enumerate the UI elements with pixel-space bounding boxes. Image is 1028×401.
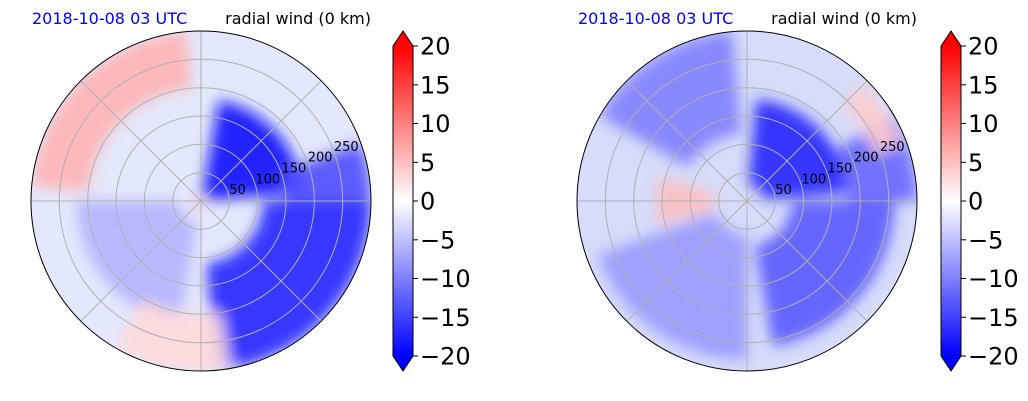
colorbar-tick-label: −10 bbox=[420, 265, 471, 293]
field-region bbox=[754, 201, 895, 347]
angle-gridline bbox=[746, 80, 868, 202]
panel-2-plot-area bbox=[577, 31, 917, 371]
radius-tick-label: 200 bbox=[854, 151, 879, 166]
radius-tick-label: 150 bbox=[282, 162, 307, 177]
radius-tick-label: 250 bbox=[880, 140, 905, 155]
panel-1-colorbar-gradient bbox=[393, 46, 413, 356]
angle-gridline bbox=[80, 80, 202, 202]
field-region bbox=[202, 100, 303, 201]
angle-gridline bbox=[626, 80, 748, 202]
panel-1-polar-frame bbox=[30, 30, 372, 372]
panel-2-title-date: 2018-10-08 03 UTC bbox=[578, 9, 733, 28]
panel-1-colorbar-ticks: 20 15 10 5 0 −5 −10 −15 −20 bbox=[413, 33, 471, 371]
panel-2-colorbar-gradient bbox=[941, 46, 961, 356]
colorbar-tick-label: 5 bbox=[968, 149, 983, 177]
panel-1-grid bbox=[31, 31, 371, 371]
colorbar-tick-label: 15 bbox=[968, 71, 999, 99]
field-region bbox=[843, 84, 902, 155]
colorbar-tick-label: 5 bbox=[420, 149, 435, 177]
colorbar-tick-label: −10 bbox=[968, 265, 1019, 293]
colorbar-tick-label: −20 bbox=[968, 343, 1019, 371]
panel-1-colorbar: 20 15 10 5 0 −5 −10 −15 −20 bbox=[392, 30, 471, 372]
radius-tick-label: 250 bbox=[334, 140, 359, 155]
colorbar-tick-label: 10 bbox=[968, 110, 999, 138]
angle-gridline bbox=[746, 200, 868, 322]
panel-1-colorbar-max-arrow bbox=[393, 31, 413, 46]
panel-2-colorbar: 20 15 10 5 0 −5 −10 −15 −20 bbox=[940, 30, 1019, 372]
angle-gridline bbox=[200, 80, 322, 202]
radius-tick-label: 100 bbox=[801, 172, 826, 187]
angle-gridline bbox=[200, 200, 322, 322]
colorbar-tick-label: −5 bbox=[420, 226, 455, 254]
panel-2-colorbar-max-arrow bbox=[941, 31, 961, 46]
panel-2-grid bbox=[577, 31, 917, 371]
colorbar-tick-label: −15 bbox=[420, 304, 471, 332]
panel-1-title-date: 2018-10-08 03 UTC bbox=[32, 9, 187, 28]
radius-tick-label: 50 bbox=[229, 183, 246, 198]
angle-gridline bbox=[626, 200, 748, 322]
panel-2-polar-frame bbox=[576, 30, 918, 372]
colorbar-tick-label: 20 bbox=[968, 33, 999, 61]
colorbar-tick-label: 0 bbox=[968, 188, 983, 216]
panel-2-colorbar-ticks: 20 15 10 5 0 −5 −10 −15 −20 bbox=[961, 33, 1019, 371]
field-region bbox=[206, 201, 371, 371]
colorbar-tick-label: −5 bbox=[968, 226, 1003, 254]
colorbar-tick-label: 20 bbox=[420, 33, 451, 61]
radius-tick-label: 200 bbox=[308, 151, 333, 166]
panel-2: 2018-10-08 03 UTC radial wind (0 km) 501… bbox=[576, 9, 1019, 372]
colorbar-tick-label: 0 bbox=[420, 188, 435, 216]
radius-tick-label: 50 bbox=[775, 183, 792, 198]
panel-2-colorbar-min-arrow bbox=[941, 356, 961, 371]
radius-tick-label: 100 bbox=[255, 172, 280, 187]
colorbar-tick-label: 15 bbox=[420, 71, 451, 99]
angle-gridline bbox=[80, 200, 202, 322]
panel-1-colorbar-min-arrow bbox=[393, 356, 413, 371]
panel-2-title-variable: radial wind (0 km) bbox=[771, 9, 917, 28]
colorbar-tick-label: −15 bbox=[968, 304, 1019, 332]
radius-tick-label: 150 bbox=[828, 162, 853, 177]
field-region bbox=[116, 299, 231, 371]
panel-1-plot-area bbox=[31, 31, 371, 371]
field-region bbox=[76, 201, 198, 324]
panel-1-title-variable: radial wind (0 km) bbox=[225, 9, 371, 28]
panel-1: 2018-10-08 03 UTC radial wind (0 km) 501… bbox=[30, 9, 471, 372]
colorbar-tick-label: 10 bbox=[420, 110, 451, 138]
colorbar-tick-label: −20 bbox=[420, 343, 471, 371]
panel-1-radial-wind-field bbox=[31, 31, 371, 371]
field-region bbox=[280, 142, 371, 201]
